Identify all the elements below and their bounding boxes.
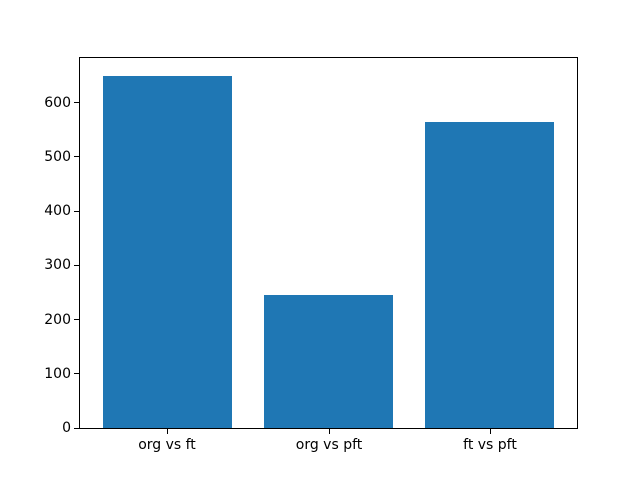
- y-tick-label: 300: [44, 257, 71, 273]
- x-tick-mark: [490, 429, 491, 434]
- x-tick-label-org-vs-pft: org vs pft: [295, 437, 363, 453]
- y-tick-mark: [74, 319, 79, 320]
- y-tick-mark: [74, 102, 79, 103]
- bar-org-vs-pft: [264, 295, 394, 428]
- y-tick-label: 0: [62, 420, 71, 436]
- x-tick-label-ft-vs-pft: ft vs pft: [463, 437, 517, 453]
- bar-ft-vs-pft: [425, 121, 555, 428]
- y-tick-label: 400: [44, 203, 71, 219]
- x-tick-mark: [329, 429, 330, 434]
- bar-org-vs-ft: [102, 75, 232, 428]
- y-tick-mark: [74, 156, 79, 157]
- y-tick-label: 500: [44, 149, 71, 165]
- y-tick-label: 100: [44, 366, 71, 382]
- y-tick-label: 600: [44, 95, 71, 111]
- y-tick-mark: [74, 428, 79, 429]
- y-tick-label: 200: [44, 312, 71, 328]
- x-tick-label-org-vs-ft: org vs ft: [138, 437, 196, 453]
- y-tick-mark: [74, 373, 79, 374]
- plot-area: [79, 57, 578, 429]
- x-tick-mark: [167, 429, 168, 434]
- y-tick-mark: [74, 211, 79, 212]
- y-tick-mark: [74, 265, 79, 266]
